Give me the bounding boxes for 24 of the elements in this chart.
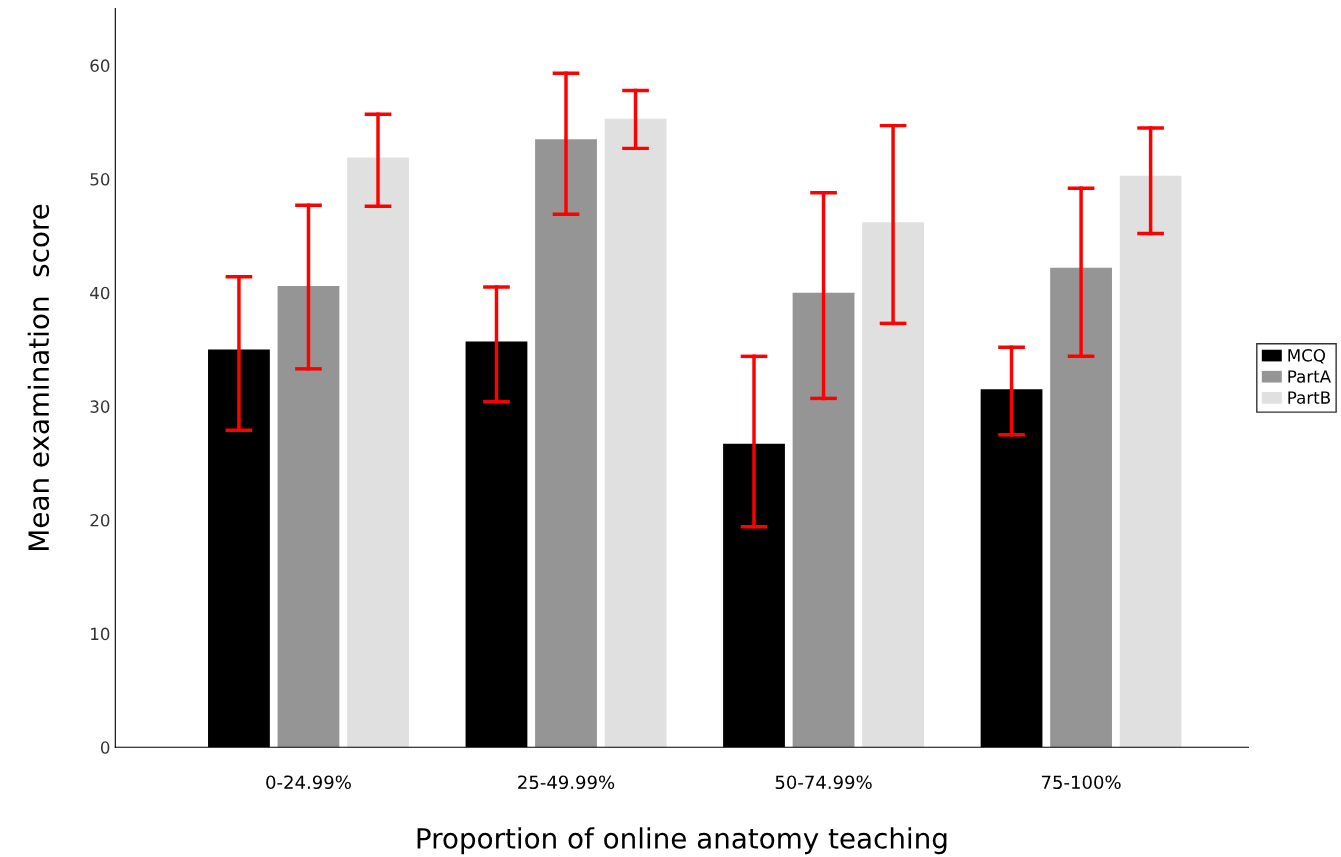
bar xyxy=(535,139,597,748)
x-tick-label: 75-100% xyxy=(1042,775,1121,790)
y-axis-title: Mean examination score xyxy=(27,204,50,550)
x-tick-label: 0-24.99% xyxy=(266,775,351,790)
bar xyxy=(1050,267,1112,748)
y-tick-label: 10 xyxy=(91,627,110,641)
x-tick-label: 50-74.99% xyxy=(775,775,872,790)
y-tick-label: 60 xyxy=(90,59,110,72)
bar xyxy=(604,118,667,748)
bar xyxy=(277,285,340,748)
y-tick-label: 30 xyxy=(90,400,110,413)
legend-label: PartA xyxy=(1288,370,1331,383)
bar xyxy=(792,292,855,748)
y-tick-label: 40 xyxy=(90,286,110,300)
y-tick-label: 50 xyxy=(90,173,110,186)
x-tick-label: 25-49.99% xyxy=(518,775,615,790)
legend-label: MCQ xyxy=(1288,349,1325,364)
y-tick-label: 20 xyxy=(90,513,110,527)
y-tick-label: 0 xyxy=(100,741,110,754)
legend-label: PartB xyxy=(1288,391,1330,404)
bar xyxy=(862,222,924,748)
bar xyxy=(347,157,409,748)
x-axis-title: Proportion of online anatomy teaching xyxy=(417,827,947,855)
bar xyxy=(1119,175,1182,748)
